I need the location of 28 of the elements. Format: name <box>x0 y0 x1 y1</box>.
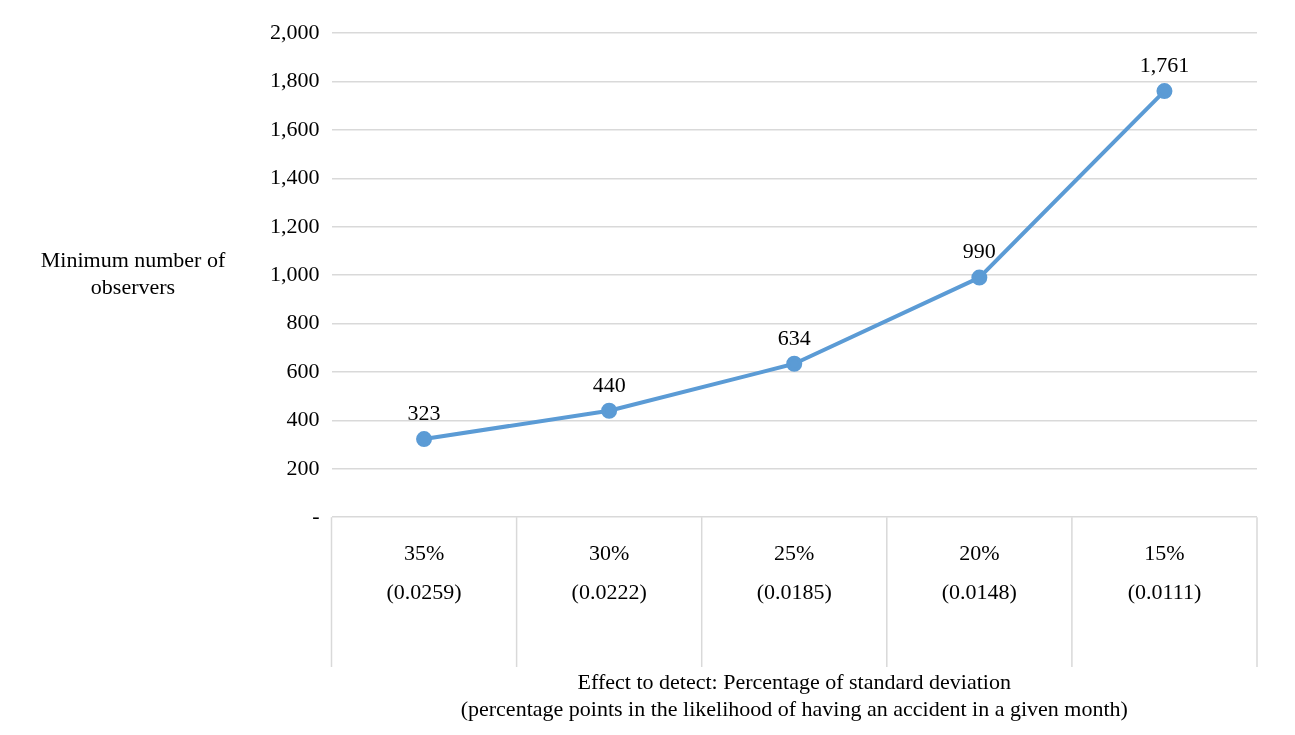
point <box>971 269 988 286</box>
point <box>601 402 618 419</box>
point <box>1156 83 1173 100</box>
y-tick-label: 600 <box>286 357 320 383</box>
y-tick-label: 2,000 <box>270 18 320 44</box>
x-tick-label: 25% (0.0185) <box>756 540 832 604</box>
y-tick-label: 1,200 <box>270 212 320 238</box>
data-label: 323 <box>407 399 441 425</box>
x-tick-label: 20% (0.0148) <box>941 540 1017 604</box>
x-tick-label: 15% (0.0111) <box>1127 540 1202 604</box>
y-tick-label: 1,800 <box>270 67 320 93</box>
y-tick-label: 1,400 <box>270 164 320 190</box>
point <box>786 355 803 372</box>
y-tick-label: 1,600 <box>270 115 320 141</box>
data-label: 1,761 <box>1139 51 1190 77</box>
x-tick-label: 30% (0.0222) <box>571 540 647 604</box>
y-tick-label: 400 <box>286 406 320 432</box>
data-label: 634 <box>777 324 811 350</box>
x-tick-label: 35% (0.0259) <box>386 540 462 604</box>
y-tick-label: - <box>312 502 320 528</box>
point <box>416 431 433 448</box>
y-axis-title: Minimum number of observers <box>40 247 226 300</box>
y-tick-label: 200 <box>286 454 320 480</box>
y-tick-label: 800 <box>286 309 320 335</box>
y-tick-label: 1,000 <box>270 260 320 286</box>
data-label: 990 <box>962 238 996 264</box>
data-label: 440 <box>592 371 626 397</box>
x-axis-title: Effect to detect: Percentage of standard deviation (percentage points in the likelihood of having an accident in a given month) <box>460 669 1128 721</box>
